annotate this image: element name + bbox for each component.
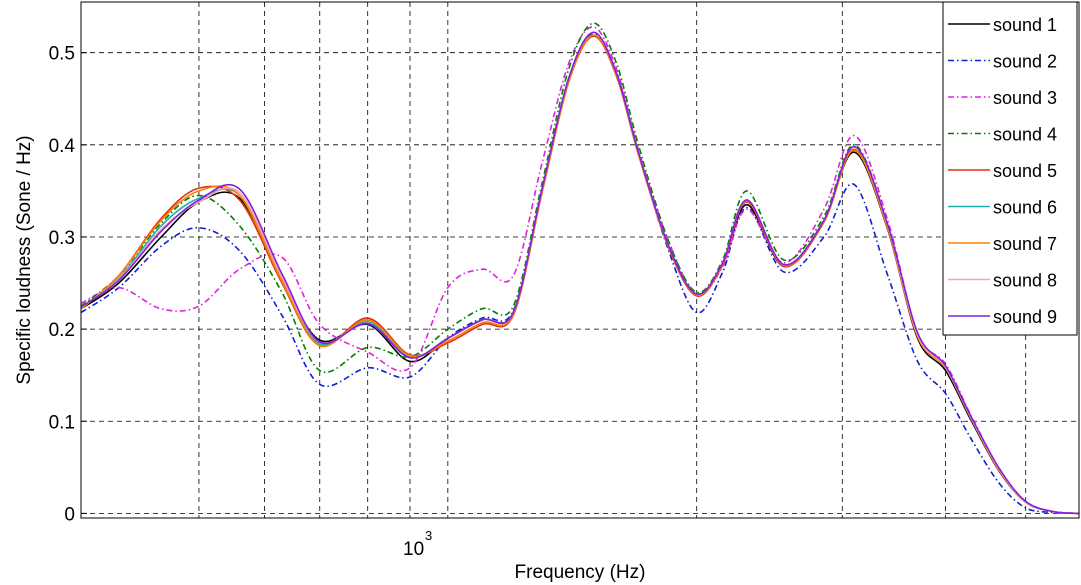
y-tick-labels: 0 0.1 0.2 0.3 0.4 0.5 [49,44,87,525]
series-line-9 [80,31,1080,515]
x-tick-label: 10 3 [403,528,432,560]
legend-label-9: sound 9 [993,307,1057,327]
y-tick-label: 0.2 [49,320,75,341]
legend-label-7: sound 7 [993,234,1057,254]
legend-label-4: sound 4 [993,125,1057,145]
y-tick-label: 0.5 [49,44,75,65]
y-tick-label: 0.4 [49,136,76,157]
legend-label-1: sound 1 [993,15,1057,35]
y-axis-label: Specific loudness (Sone / Hz) [14,135,35,384]
legend-label-8: sound 8 [993,271,1057,291]
x-axis-label: Frequency (Hz) [515,562,646,583]
x-tick-base: 10 [403,539,424,560]
legend-label-2: sound 2 [993,52,1057,72]
plot-frame [80,1,1080,519]
legend-label-6: sound 6 [993,198,1057,218]
y-tick-label: 0 [64,504,75,525]
legend-label-5: sound 5 [993,161,1057,181]
y-tick-label: 0.1 [49,412,75,433]
x-tick-exponent: 3 [425,528,432,543]
y-tick-label: 0.3 [49,228,75,249]
series-line-3 [80,26,1080,515]
legend: sound 1 sound 2 sound 3 sound 4 sound 5 sound… [942,1,1078,336]
legend-label-3: sound 3 [993,88,1057,108]
series-lines [80,22,1080,515]
